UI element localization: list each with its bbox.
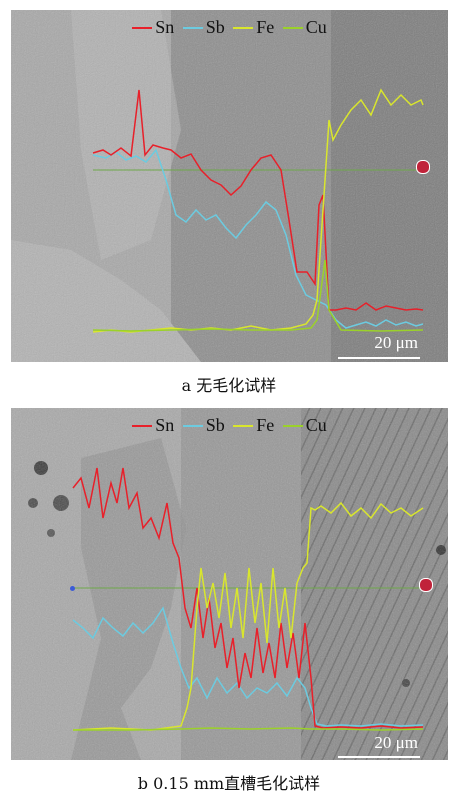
legend-swatch-fe xyxy=(233,425,254,427)
scale-label-a: 20 μm xyxy=(374,333,418,352)
legend-swatch-sn xyxy=(132,425,153,427)
cu-line-b xyxy=(73,727,424,731)
caption-a: a 无毛化试样 xyxy=(181,376,277,395)
fe-line-b xyxy=(72,501,424,731)
legend-item-cu: Cu xyxy=(282,414,327,436)
cu-line-a xyxy=(92,259,424,332)
legend-swatch-sb xyxy=(182,425,203,427)
caption-b: b 0.15 mm直槽毛化试样 xyxy=(137,774,321,793)
sb-line-b xyxy=(72,606,424,727)
legend-swatch-sn xyxy=(132,27,153,29)
legend-label-fe: Fe xyxy=(256,414,275,435)
legend-b: Sn Sb Fe Cu xyxy=(11,410,448,436)
scale-bar-b xyxy=(338,756,420,758)
micrograph-panel-a: Sn Sb Fe Cu 20 μm xyxy=(11,10,448,362)
sem-image-b xyxy=(11,408,448,760)
sem-image-a xyxy=(11,10,448,362)
legend-label-sb: Sb xyxy=(205,414,225,435)
sn-line-a xyxy=(92,89,424,311)
legend-swatch-cu xyxy=(282,27,303,29)
legend-label-sn: Sn xyxy=(155,16,175,37)
legend-item-sb: Sb xyxy=(182,414,225,436)
legend-item-fe: Fe xyxy=(233,415,274,436)
legend-item-sn: Sn xyxy=(132,17,174,38)
legend-item-fe: Fe xyxy=(233,17,274,38)
scale-bar-a xyxy=(338,357,420,359)
sn-line-b xyxy=(72,467,424,729)
marker-dot-left-b xyxy=(70,586,75,591)
marker-dot-b xyxy=(419,578,433,592)
legend-label-cu: Cu xyxy=(305,16,327,37)
legend-swatch-sb xyxy=(182,27,203,29)
sb-line-a xyxy=(92,148,424,329)
legend-swatch-cu xyxy=(282,425,303,427)
legend-item-cu: Cu xyxy=(282,16,327,38)
legend-label-sb: Sb xyxy=(205,16,225,37)
legend-label-cu: Cu xyxy=(305,414,327,435)
scale-label-b: 20 μm xyxy=(374,733,418,752)
legend-item-sb: Sb xyxy=(182,16,225,38)
legend-swatch-fe xyxy=(233,27,254,29)
marker-dot-a xyxy=(416,160,430,174)
legend-item-sn: Sn xyxy=(132,415,174,436)
legend-label-fe: Fe xyxy=(256,16,275,37)
legend-label-sn: Sn xyxy=(155,414,175,435)
micrograph-panel-b: Sn Sb Fe Cu 20 μm xyxy=(11,408,448,760)
legend-a: Sn Sb Fe Cu xyxy=(11,12,448,38)
